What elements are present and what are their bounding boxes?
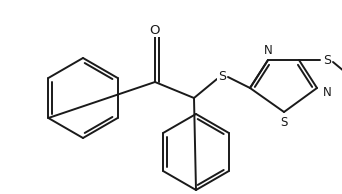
Text: S: S [323,54,331,67]
Text: S: S [280,117,288,130]
Text: O: O [150,23,160,36]
Text: N: N [323,87,331,100]
Text: S: S [218,69,226,82]
Text: N: N [264,43,272,56]
